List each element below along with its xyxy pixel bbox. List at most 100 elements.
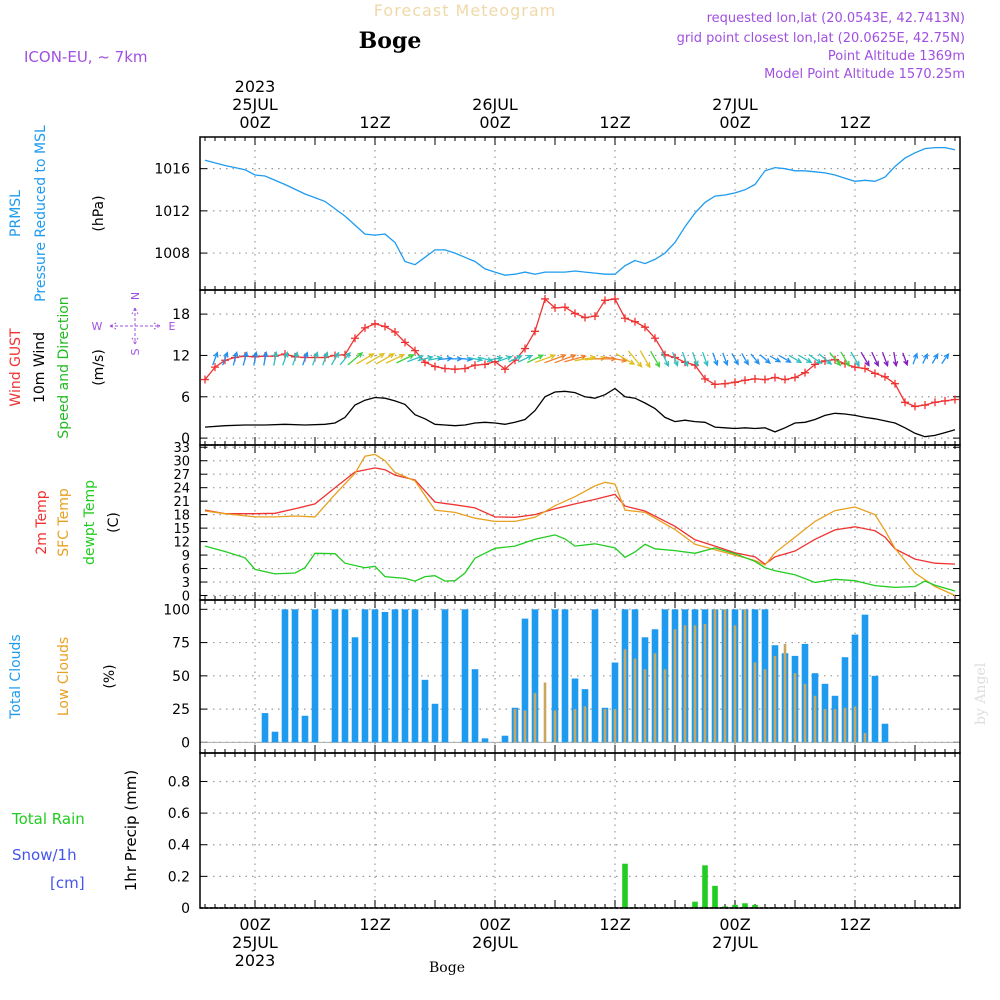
- data-marker: [901, 398, 909, 407]
- wind-arrow: [860, 351, 870, 367]
- precip-legend-unit: [cm]: [50, 874, 85, 892]
- bottom-time-label: 12Z: [359, 915, 390, 934]
- wind-arrow: [603, 356, 628, 363]
- cloud-bar: [431, 703, 439, 743]
- panel-frame: [199, 289, 961, 446]
- data-marker: [631, 317, 639, 326]
- cloud-bar: [863, 733, 867, 743]
- cloud-bar: [623, 649, 627, 743]
- cloud-bar: [381, 611, 389, 743]
- wind-arrow: [902, 352, 909, 367]
- panel-frame: [199, 136, 961, 291]
- wind-arrow: [282, 351, 289, 366]
- wind-arrow: [779, 355, 792, 363]
- y-tick-label: 0.4: [168, 838, 190, 854]
- wind-arrow: [829, 352, 842, 367]
- panel-axis-label: Speed and Direction: [56, 296, 72, 438]
- data-marker: [941, 396, 949, 405]
- panel-frame: [199, 444, 961, 601]
- info-line-1: requested lon,lat (20.0543E, 42.7413N): [707, 11, 965, 26]
- chart-title: Forecast Meteogram: [374, 1, 556, 20]
- top-time-label: 27JUL: [712, 95, 758, 114]
- precip-axis-label: 1hr Precip (mm): [122, 770, 140, 891]
- panel-axis-label: (hPa): [91, 195, 107, 231]
- y-tick-label: 0.8: [168, 774, 190, 790]
- y-tick-label: 30: [173, 455, 190, 470]
- data-marker: [431, 362, 439, 371]
- compass-e: E: [169, 320, 176, 333]
- cloud-bar: [861, 614, 869, 743]
- data-marker: [741, 376, 749, 385]
- cloud-bar: [461, 609, 469, 743]
- data-marker: [871, 369, 879, 378]
- cloud-bar: [591, 609, 599, 743]
- y-tick-label: 75: [172, 636, 190, 652]
- data-marker: [371, 319, 379, 328]
- data-marker: [861, 364, 869, 373]
- wind-arrow: [701, 351, 709, 367]
- cloud-bar: [851, 634, 859, 743]
- series-line: [204, 387, 956, 438]
- wind-arrow: [892, 351, 899, 368]
- wind-arrow: [681, 351, 689, 368]
- data-marker: [541, 294, 549, 303]
- watermark: by Angel: [973, 662, 989, 725]
- panel-axis-label: (%): [102, 664, 118, 688]
- cloud-bar: [673, 629, 677, 743]
- wind-arrow: [564, 354, 588, 363]
- wind-arrow: [467, 356, 484, 363]
- wind-arrow: [498, 355, 513, 362]
- series-line: [204, 534, 956, 592]
- bottom-time-label: 12Z: [839, 915, 870, 934]
- y-tick-label: 24: [173, 482, 190, 497]
- wind-arrow: [615, 353, 636, 365]
- wind-arrow: [941, 352, 950, 364]
- wind-arrow: [627, 350, 643, 368]
- data-marker: [791, 373, 799, 382]
- cloud-bar: [643, 669, 647, 743]
- y-tick-label: 6: [182, 563, 190, 578]
- cloud-bar: [763, 669, 767, 743]
- data-marker: [721, 379, 729, 388]
- top-time-label: 26JUL: [472, 95, 518, 114]
- cloud-bar: [471, 669, 479, 743]
- data-marker: [851, 363, 859, 372]
- wind-arrow: [347, 351, 364, 366]
- cloud-bar: [523, 710, 527, 743]
- cloud-bar: [411, 609, 419, 743]
- y-tick-label: 0: [182, 590, 190, 605]
- top-time-label: 2023: [235, 77, 276, 96]
- cloud-bar: [853, 706, 857, 743]
- data-marker: [201, 375, 209, 384]
- cloud-bar: [261, 713, 269, 743]
- cloud-bar: [531, 609, 539, 743]
- y-tick-label: 0.6: [168, 806, 190, 822]
- cloud-bar: [663, 669, 667, 743]
- compass-w: W: [92, 320, 103, 333]
- data-marker: [621, 314, 629, 323]
- data-marker: [601, 296, 609, 305]
- data-marker: [711, 380, 719, 389]
- data-marker: [921, 401, 929, 410]
- wind-arrow: [526, 354, 545, 364]
- y-tick-label: 9: [182, 549, 190, 564]
- data-marker: [531, 327, 539, 336]
- top-time-label: 12Z: [839, 113, 870, 132]
- bottom-time-label: 12Z: [599, 915, 630, 934]
- y-tick-label: 27: [173, 468, 190, 483]
- panel-axis-label: Pressure Reduced to MSL: [33, 125, 49, 302]
- data-marker: [211, 363, 219, 372]
- data-marker: [891, 379, 899, 388]
- cloud-bar: [271, 731, 279, 743]
- info-line-3: Point Altitude 1369m: [828, 49, 965, 64]
- series-line: [204, 146, 956, 276]
- wind-arrow: [671, 351, 679, 368]
- y-tick-label: 6: [181, 390, 190, 406]
- y-tick-label: 1008: [154, 246, 190, 262]
- y-tick-label: 3: [182, 576, 190, 591]
- precip-bar: [692, 901, 698, 908]
- wind-arrow: [650, 350, 661, 368]
- data-marker: [751, 374, 759, 383]
- cloud-bar: [843, 707, 847, 743]
